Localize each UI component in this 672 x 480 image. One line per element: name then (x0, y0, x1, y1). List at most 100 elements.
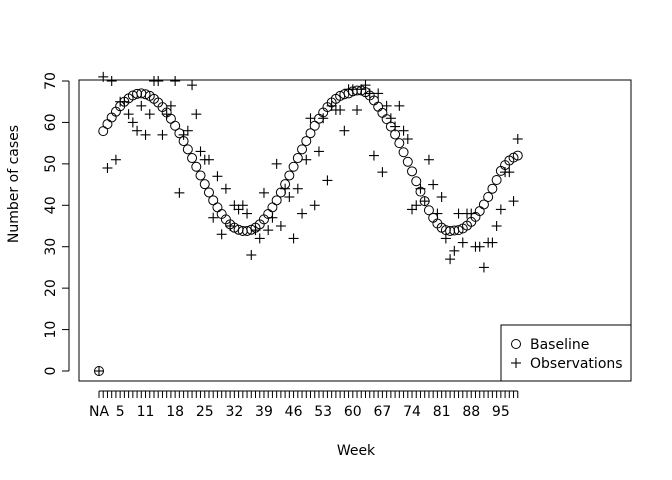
baseline-point (182, 144, 193, 155)
x-tick-label: 81 (433, 404, 451, 420)
observation-point (297, 208, 308, 219)
x-tick-label: 67 (373, 404, 391, 420)
observation-point (415, 183, 426, 194)
observation-point (512, 134, 523, 144)
y-axis: 0 10 20 30 40 50 60 70 (43, 72, 70, 376)
observation-point (182, 125, 193, 136)
baseline-point (377, 107, 388, 118)
x-tick-label: 60 (344, 404, 362, 420)
observation-point (98, 71, 109, 82)
baseline-point (242, 225, 253, 236)
observation-point (254, 233, 265, 244)
observation-point (94, 366, 104, 376)
observation-point (335, 105, 346, 115)
x-tick-label: 32 (225, 404, 243, 420)
y-tick-label: 70 (43, 72, 59, 90)
y-tick-label: 40 (43, 196, 59, 214)
baseline-point (402, 156, 413, 167)
baseline-point (191, 161, 202, 172)
baseline-point (487, 183, 498, 194)
baseline-point (284, 170, 295, 181)
baseline-point (394, 138, 405, 149)
observation-point (508, 196, 519, 207)
observation-point (309, 200, 320, 211)
baseline-point (305, 128, 316, 139)
observation-point (174, 187, 185, 198)
observation-point (187, 80, 198, 91)
observation-point (203, 154, 214, 165)
baseline-point (373, 101, 384, 112)
observation-point (377, 167, 388, 178)
y-axis-title: Number of cases (6, 125, 22, 243)
legend-baseline-symbol (511, 339, 521, 349)
observation-point (119, 96, 130, 107)
observation-point (487, 237, 498, 248)
observation-point (195, 146, 206, 157)
baseline-point (140, 89, 151, 100)
observation-point (258, 187, 269, 198)
x-tick-label: 95 (492, 404, 510, 420)
observation-point (178, 129, 189, 140)
observation-point (271, 158, 282, 169)
observation-point (136, 100, 147, 111)
observation-point (161, 109, 172, 120)
baseline-point (407, 166, 418, 177)
observation-point (428, 179, 439, 190)
observation-point (225, 221, 236, 231)
observation-point (301, 154, 312, 165)
observation-point (449, 245, 460, 256)
observation-point (457, 237, 468, 248)
baseline-point (271, 195, 282, 206)
observation-point (360, 80, 371, 91)
y-tick-label: 60 (43, 114, 59, 132)
observation-point (356, 84, 367, 95)
x-tick-label: 39 (255, 404, 273, 420)
observation-point (233, 204, 244, 215)
legend-observations-label: Observations (530, 356, 623, 372)
baseline-point (478, 199, 489, 210)
baseline-point (199, 179, 210, 190)
x-tick-label: 5 (116, 404, 125, 420)
observation-point (352, 105, 363, 115)
observation-point (466, 208, 477, 219)
legend: Baseline Observations (500, 324, 632, 382)
plot-frame (78, 79, 632, 382)
observation-point (157, 129, 168, 140)
x-axis-title: Week (337, 443, 376, 459)
observations-series (94, 71, 523, 376)
baseline-point (297, 144, 308, 155)
observation-point (170, 76, 181, 86)
observation-point (318, 113, 329, 124)
observation-point (368, 150, 379, 161)
observation-point (364, 88, 375, 99)
observation-point (246, 250, 257, 260)
baseline-point (453, 225, 464, 236)
baseline-point (212, 202, 223, 213)
observation-point (237, 200, 248, 211)
observation-point (440, 233, 451, 244)
observation-point (110, 154, 121, 165)
x-tick-label: 46 (285, 404, 303, 420)
baseline-point (301, 136, 312, 147)
observation-point (436, 192, 447, 202)
observation-point (153, 76, 164, 86)
observation-point (250, 225, 261, 236)
baseline-point (398, 147, 409, 158)
legend-baseline-label: Baseline (530, 337, 589, 353)
baseline-point (170, 120, 181, 131)
y-tick-label: 0 (43, 367, 59, 376)
observation-point (216, 229, 227, 240)
observation-point (394, 100, 405, 111)
observation-point (445, 254, 456, 265)
observation-point (280, 183, 291, 194)
x-tick-label: 18 (166, 404, 184, 420)
baseline-point (411, 176, 422, 187)
observation-point (305, 113, 316, 124)
observation-point (220, 183, 231, 194)
baseline-point (195, 170, 206, 181)
observation-point (229, 200, 240, 211)
baseline-point (423, 205, 434, 216)
x-tick-label: 53 (314, 404, 332, 420)
baseline-point (483, 192, 494, 202)
observation-point (407, 204, 418, 215)
